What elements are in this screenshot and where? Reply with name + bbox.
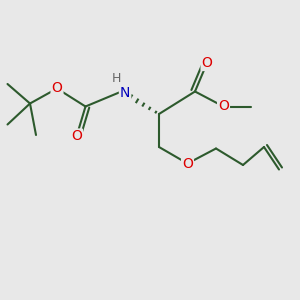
Text: O: O xyxy=(52,82,62,95)
Text: O: O xyxy=(202,56,212,70)
Text: H: H xyxy=(111,72,121,86)
Text: O: O xyxy=(71,130,82,143)
Text: N: N xyxy=(120,86,130,100)
Text: O: O xyxy=(182,157,193,170)
Text: O: O xyxy=(218,100,229,113)
